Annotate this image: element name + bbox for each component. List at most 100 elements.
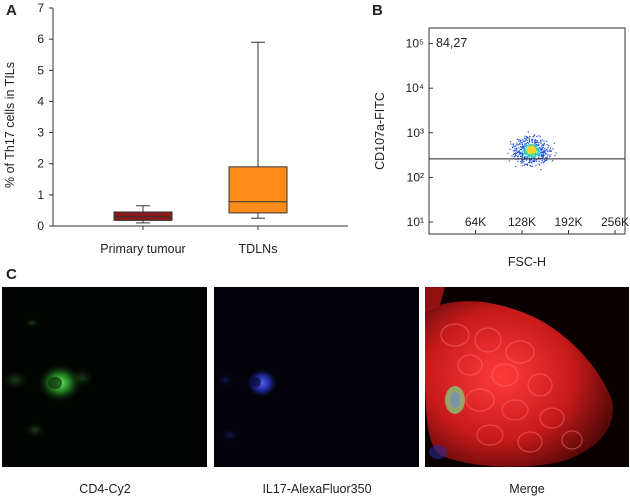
event-dot	[520, 146, 522, 148]
gate-percentage: 84,27	[436, 36, 467, 50]
event-dot	[538, 157, 540, 159]
event-dot	[545, 156, 547, 158]
event-dot	[507, 152, 509, 154]
event-dot	[552, 148, 554, 150]
event-dot	[517, 150, 520, 152]
event-dot	[514, 165, 517, 168]
event-dot	[522, 145, 524, 147]
event-dot	[525, 148, 527, 151]
event-dot	[521, 158, 524, 161]
event-dot	[516, 143, 518, 146]
event-dot	[510, 141, 512, 143]
event-dot	[531, 161, 533, 164]
event-dot	[523, 146, 525, 148]
event-dot	[538, 150, 540, 153]
event-dot	[531, 165, 534, 167]
event-dot	[519, 155, 522, 158]
event-dot	[533, 135, 535, 137]
event-dot	[526, 159, 528, 161]
event-dot	[530, 159, 533, 161]
event-dot	[514, 145, 516, 147]
event-dot	[537, 145, 539, 147]
event-dot	[527, 155, 530, 157]
event-dot	[524, 147, 526, 149]
event-dot	[530, 154, 532, 156]
event-dot	[523, 145, 525, 147]
event-dot	[519, 149, 522, 151]
event-dot	[519, 152, 521, 154]
x-tick-label: 192K	[554, 215, 582, 229]
event-dot	[548, 154, 550, 156]
event-dot	[536, 147, 538, 149]
event-dot	[527, 154, 529, 156]
event-dot	[525, 151, 527, 153]
event-dot	[526, 136, 528, 139]
event-dot	[546, 159, 548, 161]
y-tick-label: 10¹	[407, 215, 424, 229]
event-dot	[529, 165, 531, 167]
event-dot	[528, 155, 531, 157]
event-dot	[540, 148, 542, 150]
event-dot	[517, 155, 519, 157]
event-dot	[532, 154, 534, 156]
event-dot	[532, 160, 535, 163]
event-dot	[518, 150, 520, 152]
event-dot	[519, 153, 522, 155]
event-dot	[512, 146, 514, 149]
event-dot	[540, 162, 542, 164]
event-dot	[537, 147, 539, 150]
event-dot	[529, 158, 531, 161]
event-dot	[536, 141, 539, 143]
event-dot	[521, 161, 523, 163]
event-dot	[548, 144, 550, 147]
event-dot	[544, 160, 546, 162]
event-dot	[525, 138, 527, 140]
event-dot	[550, 147, 552, 149]
event-dot	[533, 160, 536, 163]
event-dot	[523, 137, 526, 139]
y-axis-title: CD107a-FITC	[373, 92, 387, 170]
event-dot	[526, 139, 528, 141]
event-dot	[539, 149, 541, 152]
event-dot	[512, 153, 515, 156]
event-dot	[525, 146, 527, 148]
event-dot	[512, 150, 514, 152]
event-dot	[540, 151, 542, 153]
event-dot	[534, 159, 536, 161]
event-dot	[525, 143, 527, 145]
event-dot	[524, 140, 526, 142]
event-dot	[514, 156, 516, 158]
event-dot	[541, 157, 544, 159]
event-dot	[534, 155, 537, 157]
event-dot	[544, 151, 546, 153]
event-dot	[520, 147, 522, 149]
event-dot	[546, 148, 548, 151]
event-dot	[542, 146, 544, 148]
event-dot	[527, 157, 529, 159]
event-dot	[522, 154, 524, 156]
panel-a-label: A	[6, 2, 17, 19]
event-dot	[542, 161, 544, 163]
event-dot	[527, 144, 529, 147]
event-dot	[528, 153, 530, 155]
event-dot	[516, 151, 518, 154]
panel-b-label: B	[372, 2, 383, 19]
event-dot	[535, 141, 537, 144]
event-dot	[542, 151, 545, 153]
event-dot	[523, 149, 525, 151]
event-dot	[516, 138, 519, 140]
event-dot	[531, 160, 533, 162]
event-dot	[531, 141, 533, 144]
event-dot	[528, 152, 530, 154]
x-tick-label: 256K	[601, 215, 629, 229]
event-dot	[520, 139, 522, 141]
y-tick-label: 7	[37, 1, 44, 15]
event-dot	[536, 135, 538, 138]
event-dot	[522, 152, 524, 155]
event-dot	[528, 156, 530, 158]
event-dot	[523, 148, 525, 150]
event-dot	[525, 157, 527, 159]
event-dot	[527, 155, 529, 158]
event-dot	[537, 150, 539, 152]
event-dot	[530, 155, 532, 157]
